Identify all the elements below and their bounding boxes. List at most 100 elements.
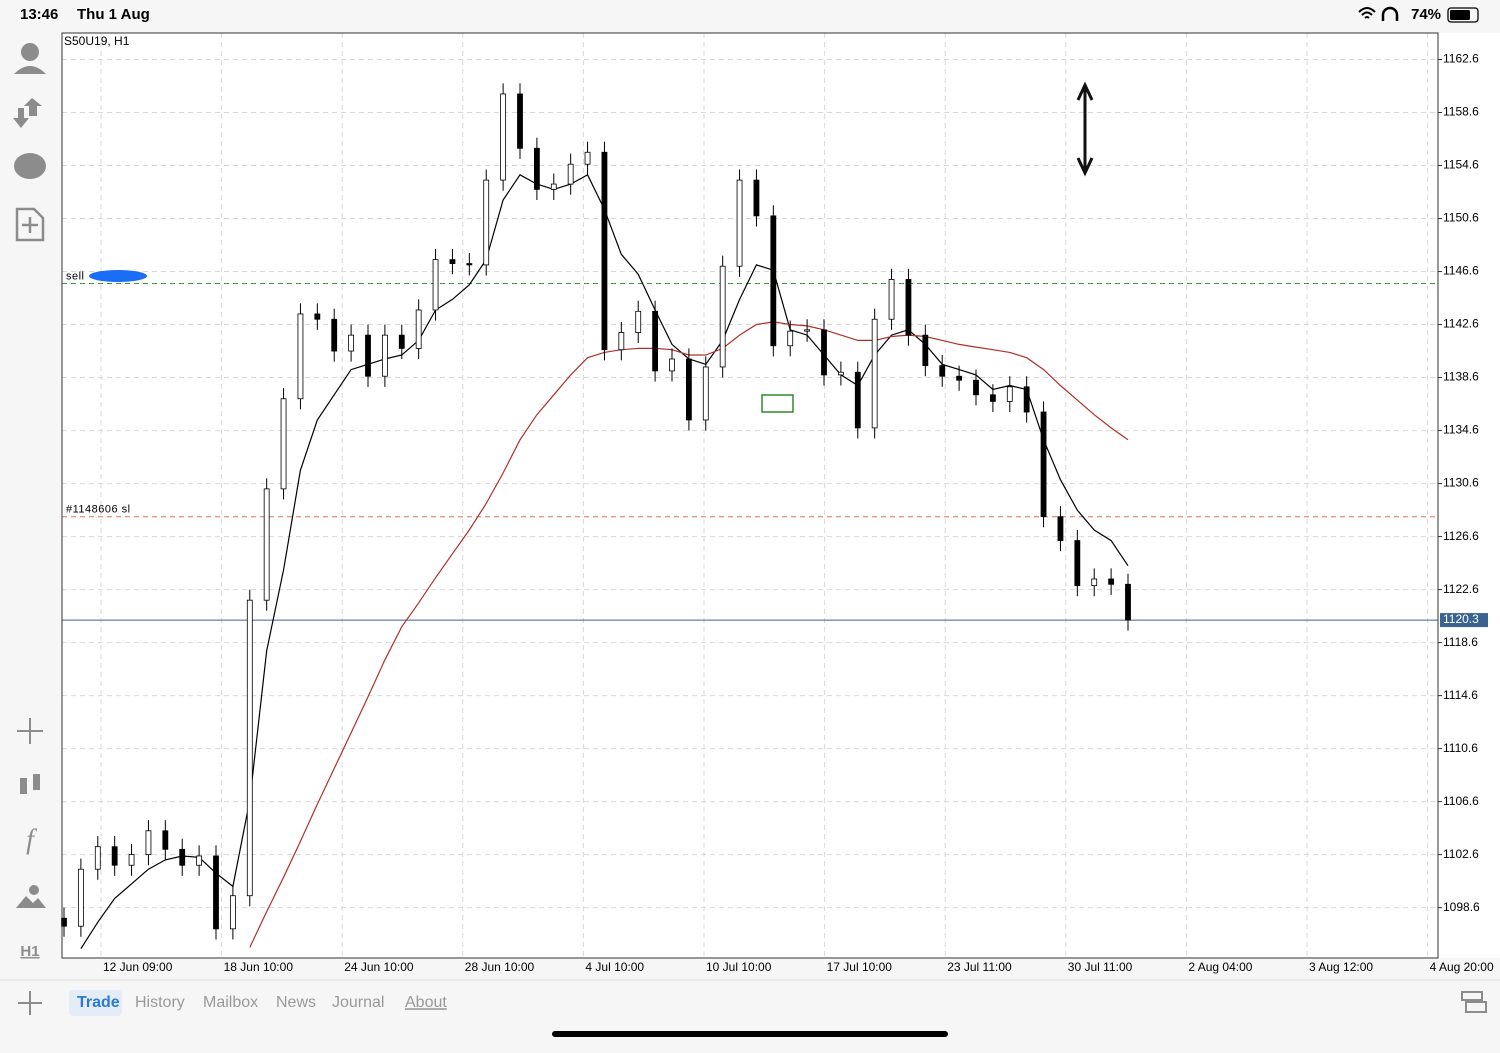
drawn-arrow[interactable] [1076, 81, 1094, 177]
y-tick-label: 1102.6 [1443, 847, 1479, 861]
candle-body [635, 310, 642, 333]
candle-body [871, 318, 878, 429]
account-icon[interactable] [21, 43, 39, 61]
new-order-icon[interactable] [15, 207, 45, 242]
tab[interactable]: Mailbox [203, 994, 258, 1011]
candle-body [804, 329, 811, 332]
trade-icon[interactable] [13, 98, 42, 128]
y-tick-label: 1146.6 [1443, 264, 1479, 278]
layout-button[interactable] [1461, 991, 1487, 1013]
x-tick-label: 28 Jun 10:00 [465, 960, 535, 974]
y-tick-label: 1154.6 [1443, 158, 1479, 172]
crosshair-icon[interactable] [17, 718, 43, 744]
candle-body [246, 599, 253, 897]
tab[interactable]: Journal [332, 994, 384, 1011]
y-tick-label: 1158.6 [1443, 105, 1479, 119]
candle-body [466, 263, 473, 266]
x-tick-label: 30 Jul 11:00 [1068, 960, 1133, 974]
candle-body [956, 375, 963, 381]
candle-body [601, 151, 608, 351]
candle-body [922, 334, 929, 367]
chart-border [61, 32, 1439, 959]
candle-body [1040, 411, 1047, 518]
x-tick-label: 24 Jun 10:00 [344, 960, 414, 974]
bottom-bar [0, 980, 1500, 1026]
left-toolbar: f [13, 43, 46, 908]
candle-body [905, 279, 912, 336]
y-tick-label: 1142.6 [1443, 317, 1479, 331]
candle-body [263, 488, 270, 601]
x-tick-label: 10 Jul 10:00 [706, 960, 772, 974]
chart-symbol: S50U19, H1 [64, 34, 130, 48]
candle-body [973, 379, 979, 396]
candle-body [77, 868, 84, 927]
candle-body [297, 313, 304, 400]
candle-body [1057, 516, 1064, 541]
candle-body [533, 147, 540, 190]
objects-icon-dot [29, 885, 39, 895]
candle-body [939, 365, 946, 377]
candle-body [787, 330, 794, 347]
candle-body [584, 151, 591, 165]
candle-body [1074, 540, 1081, 587]
account-icon-body [14, 66, 46, 74]
redaction-scribble [89, 270, 147, 282]
candle-body [196, 855, 203, 866]
candle-body [1091, 578, 1098, 587]
indicators-icon[interactable]: f [26, 824, 37, 855]
tab[interactable]: About [405, 994, 447, 1011]
candle-body [989, 394, 996, 402]
candle-body [854, 371, 861, 429]
candle-body [381, 334, 388, 377]
y-tick-label: 1114.6 [1443, 688, 1478, 702]
tab[interactable]: News [276, 994, 316, 1011]
candle-body [314, 313, 321, 320]
battery-percent: 74% [1411, 6, 1441, 23]
x-tick-label: 23 Jul 11:00 [947, 960, 1012, 974]
candle-body [567, 163, 574, 185]
candle-body [179, 848, 186, 866]
order-level-label: sell [66, 270, 85, 282]
x-tick-label: 3 Aug 12:00 [1309, 960, 1373, 974]
battery-level [1450, 10, 1470, 20]
y-tick-label: 1110.6 [1443, 741, 1478, 755]
headphones-icon [1381, 6, 1399, 21]
candle-body [500, 93, 507, 181]
chart-type-icon-2 [33, 774, 40, 790]
x-tick-label: 2 Aug 04:00 [1188, 960, 1252, 974]
objects-icon[interactable] [16, 896, 46, 908]
candle-body [719, 265, 726, 368]
candle-body [145, 830, 152, 856]
candle-body [94, 846, 101, 870]
add-button[interactable] [18, 991, 42, 1015]
chat-icon[interactable] [14, 153, 46, 179]
timeframe-button[interactable]: H1 [20, 943, 39, 960]
candle-body [888, 279, 895, 320]
active-tab-background [69, 990, 122, 1016]
candle-body [770, 215, 777, 347]
plot [61, 83, 1438, 950]
candle-body [449, 259, 456, 264]
x-tick-label: 18 Jun 10:00 [224, 960, 294, 974]
x-tick-label: 4 Jul 10:00 [585, 960, 644, 974]
candle-body [1108, 578, 1115, 585]
candle-body [669, 358, 675, 372]
order-level-label: #1148606 sl [66, 504, 131, 516]
candle-body [331, 318, 338, 352]
tab[interactable]: Trade [77, 994, 120, 1011]
candle-body [1006, 386, 1013, 402]
grid [62, 33, 1442, 958]
candle-body [1125, 583, 1131, 621]
chart-type-icon[interactable] [20, 778, 27, 794]
y-tick-label: 1162.6 [1443, 52, 1479, 66]
candle-body [432, 259, 439, 311]
status-date: Thu 1 Aug [77, 6, 150, 23]
x-tick-label: 17 Jul 10:00 [827, 960, 893, 974]
x-tick-label: 12 Jun 09:00 [103, 960, 173, 974]
drawn-rectangle[interactable] [761, 394, 794, 413]
candle-body [229, 895, 236, 930]
tab[interactable]: History [135, 994, 185, 1011]
candle-body [685, 358, 692, 421]
